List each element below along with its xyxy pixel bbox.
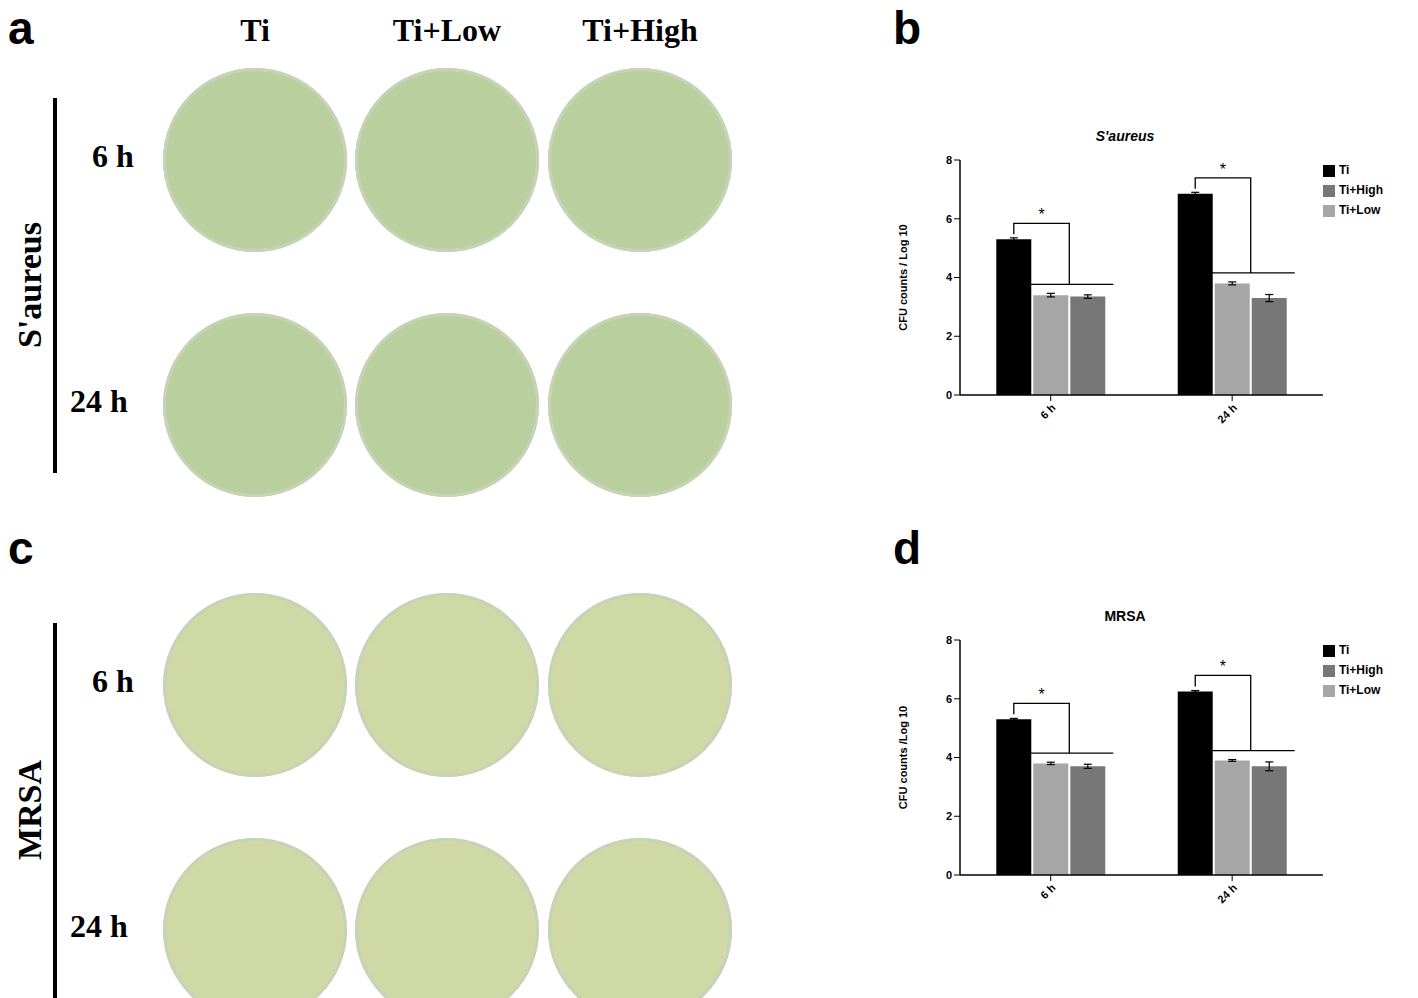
html-text:b: b: [893, 2, 922, 54]
html-text:MRSA: MRSA: [11, 760, 48, 861]
svg-text:2: 2: [946, 810, 952, 822]
svg-text:*: *: [1038, 206, 1044, 223]
svg-text:6 h: 6 h: [1038, 881, 1058, 901]
html-text:6 h: 6 h: [92, 663, 134, 699]
svg-text:*: *: [1038, 686, 1044, 703]
html-text:24 h: 24 h: [70, 908, 128, 944]
svg-text:0: 0: [946, 869, 952, 881]
html-text:S'aureus: S'aureus: [1095, 128, 1155, 144]
svg-text:8: 8: [946, 634, 952, 646]
html-text:Ti: Ti: [240, 12, 270, 48]
html-text:Ti+Low: Ti+Low: [1338, 203, 1381, 217]
html-text:a: a: [8, 2, 34, 54]
html-text:Ti+High: Ti+High: [1338, 183, 1383, 197]
html-text:24 h: 24 h: [70, 383, 128, 419]
svg-text:6 h: 6 h: [1038, 401, 1058, 421]
svg-text:4: 4: [946, 751, 953, 763]
html-text:Ti+Low: Ti+Low: [1338, 683, 1381, 697]
svg-text:CFU counts / Log 10: CFU counts / Log 10: [897, 224, 909, 330]
svg-text:24 h: 24 h: [1215, 401, 1239, 425]
html-text:6 h: 6 h: [92, 138, 134, 174]
svg-text:*: *: [1220, 161, 1226, 178]
html-text:c: c: [8, 522, 34, 574]
html-text:Ti: Ti: [1338, 643, 1350, 657]
svg-text:0: 0: [946, 389, 952, 401]
svg-text:8: 8: [946, 154, 952, 166]
svg-text:CFU counts /Log 10: CFU counts /Log 10: [897, 706, 909, 809]
html-text:MRSA: MRSA: [1104, 608, 1146, 624]
html-text:Ti+High: Ti+High: [582, 12, 698, 48]
svg-text:*: *: [1220, 658, 1226, 675]
html-text:d: d: [893, 522, 922, 574]
svg-text:6: 6: [946, 213, 952, 225]
html-text:Ti+Low: Ti+Low: [392, 12, 502, 48]
svg-text:4: 4: [946, 271, 953, 283]
svg-text:2: 2: [946, 330, 952, 342]
svg-text:24 h: 24 h: [1215, 881, 1239, 905]
html-text:Ti+High: Ti+High: [1338, 663, 1383, 677]
html-text:S'aureus: S'aureus: [11, 222, 48, 348]
svg-text:6: 6: [946, 693, 952, 705]
html-text:Ti: Ti: [1338, 163, 1350, 177]
